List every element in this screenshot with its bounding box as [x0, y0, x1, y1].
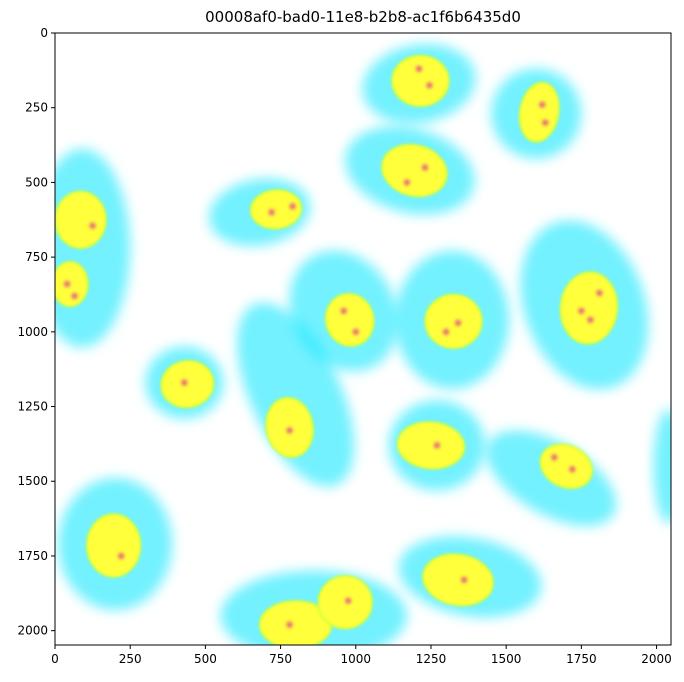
- y-tick-label: 750: [25, 250, 48, 264]
- nucleolus-spot: [569, 466, 576, 473]
- cell-nucleus: [55, 260, 89, 308]
- figure-title: 00008af0-bad0-11e8-b2b8-ac1f6b6435d0: [205, 8, 521, 26]
- nucleolus-layer: [63, 65, 603, 628]
- nucleolus-spot: [415, 65, 423, 73]
- y-tick-label: 250: [25, 101, 48, 115]
- cell-nucleus: [396, 421, 466, 470]
- x-tick-label: 250: [119, 652, 142, 666]
- nucleolus-spot: [442, 328, 450, 336]
- x-tick-label: 1500: [491, 652, 522, 666]
- y-tick-label: 1250: [17, 400, 48, 414]
- nucleolus-spot: [345, 597, 352, 604]
- nucleolus-spot: [551, 454, 558, 461]
- cell-nucleus: [381, 143, 448, 198]
- y-tick-label: 0: [40, 26, 48, 40]
- nucleolus-spot: [286, 621, 293, 628]
- nucleolus-spot: [181, 379, 188, 386]
- microscopy-image: [55, 44, 671, 645]
- cell-nucleus: [55, 190, 107, 250]
- cell-cytoplasm: [653, 409, 671, 524]
- x-tick-label: 1250: [416, 652, 447, 666]
- nucleolus-spot: [426, 82, 433, 89]
- nucleolus-spot: [578, 307, 585, 315]
- x-tick-label: 0: [51, 652, 59, 666]
- nucleolus-spot: [71, 292, 78, 300]
- y-tick-label: 1750: [17, 549, 48, 563]
- nucleolus-spot: [268, 209, 275, 216]
- nucleolus-spot: [403, 179, 411, 186]
- cell-nucleus: [559, 271, 619, 345]
- cell-nucleus: [424, 293, 483, 350]
- x-tick-label: 1000: [341, 652, 372, 666]
- nucleus-layer: [55, 54, 619, 645]
- y-tick-label: 2000: [17, 624, 48, 638]
- cell-nucleus: [422, 553, 495, 607]
- cell-nucleus: [249, 188, 303, 230]
- y-tick-label: 500: [25, 175, 48, 189]
- x-tick-label: 500: [194, 652, 217, 666]
- nucleolus-spot: [63, 280, 71, 288]
- axes-frame: [54, 32, 672, 646]
- nucleolus-spot: [460, 576, 468, 584]
- nucleolus-spot: [539, 101, 546, 108]
- cell-nucleus: [518, 81, 560, 143]
- nucleolus-spot: [542, 119, 549, 126]
- cell-nucleus: [85, 513, 142, 578]
- cell-cytoplasm: [237, 302, 355, 487]
- cell-nucleus: [317, 575, 374, 630]
- nucleolus-spot: [89, 222, 96, 229]
- nucleolus-spot: [596, 289, 603, 297]
- y-axis: 0 250 500 750 1000 1250 1500 1750 2000: [17, 26, 55, 638]
- nucleolus-spot: [117, 552, 125, 560]
- cell-nucleus: [324, 292, 375, 347]
- nucleolus-spot: [587, 316, 594, 324]
- nucleolus-spot: [421, 164, 429, 171]
- y-tick-label: 1500: [17, 474, 48, 488]
- x-tick-label: 2000: [641, 652, 672, 666]
- nucleolus-spot: [352, 328, 359, 336]
- x-tick-label: 750: [269, 652, 292, 666]
- cell-nucleus: [160, 359, 215, 409]
- x-tick-label: 1750: [566, 652, 597, 666]
- nucleolus-spot: [286, 427, 293, 434]
- nucleolus-spot: [289, 203, 296, 210]
- nucleolus-spot: [433, 442, 441, 449]
- y-tick-label: 1000: [17, 325, 48, 339]
- cell-nucleus: [391, 54, 450, 108]
- nucleolus-spot: [454, 319, 462, 327]
- x-axis: 0 250 500 750 1000 1250 1500 1750 2000: [51, 645, 672, 666]
- nucleolus-spot: [340, 307, 347, 315]
